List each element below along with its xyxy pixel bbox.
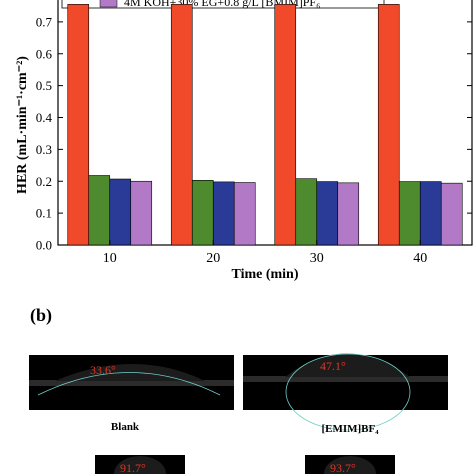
x-tick-label: 40 — [413, 251, 427, 266]
photo-third: 91.7° — [95, 455, 185, 474]
bar-10-s3 — [130, 180, 153, 246]
bar-40-s1 — [398, 181, 421, 246]
bar-40-s3 — [440, 182, 463, 246]
bar-40-s2 — [419, 181, 442, 246]
bar-30-s0 — [274, 4, 297, 246]
panel-b-label: (b) — [30, 305, 52, 326]
x-axis: 10 20 30 40 — [103, 240, 427, 266]
bar-10-s0 — [67, 4, 90, 246]
legend: 4M KOH+30% EG+0.8 g/L [BMIM]PF₆ — [61, 0, 385, 9]
x-axis-title: Time (min) — [231, 267, 298, 282]
y-tick-label: 0.2 — [36, 174, 52, 189]
y-tick-label: 0.4 — [36, 110, 53, 125]
legend-swatch — [99, 0, 118, 8]
y-tick-label: 0.7 — [36, 14, 53, 29]
bar-10-s2 — [109, 178, 132, 246]
contact-angle-label: 91.7° — [120, 461, 146, 474]
contact-angle-label: 47.1° — [320, 359, 346, 373]
x-tick-label: 10 — [103, 251, 117, 266]
legend-box — [61, 0, 385, 9]
legend-label: 4M KOH+30% EG+0.8 g/L [BMIM]PF₆ — [124, 0, 320, 9]
y-tick-label: 0.6 — [36, 46, 53, 61]
bar-30-s2 — [316, 181, 339, 246]
bars — [67, 4, 463, 246]
y-axis: 0.0 0.1 0.2 0.3 0.4 0.5 0.6 0.7 — [36, 14, 472, 253]
bar-20-s2 — [212, 181, 235, 246]
y-tick-label: 0.1 — [36, 206, 52, 221]
bar-20-s3 — [233, 182, 256, 246]
bar-20-s1 — [191, 179, 214, 246]
photo-fourth: 93.7° — [305, 455, 395, 474]
surface — [29, 380, 234, 386]
droplet — [324, 456, 376, 474]
y-tick-label: 0.0 — [36, 238, 52, 253]
fit-circle — [285, 353, 411, 431]
y-axis-title: HER (mL·min⁻¹·cm⁻²) — [15, 56, 30, 194]
fit-curve — [37, 372, 221, 396]
y-tick-label: 0.5 — [36, 78, 52, 93]
contact-angle-label: 33.6° — [90, 363, 116, 377]
bar-20-s0 — [170, 4, 193, 246]
bar-10-s1 — [88, 175, 111, 246]
contact-angle-label: 93.7° — [330, 461, 356, 474]
y-tick-label: 0.3 — [36, 142, 52, 157]
x-tick-label: 30 — [310, 251, 324, 266]
photo-label-blank: Blank — [111, 421, 140, 433]
droplet — [114, 456, 166, 474]
surface — [243, 376, 448, 382]
photo-emim: 47.1° — [243, 353, 448, 431]
bar-40-s0 — [377, 4, 400, 246]
bar-30-s1 — [295, 178, 318, 246]
x-tick-label: 20 — [206, 251, 220, 266]
photo-blank: 33.6° — [29, 355, 234, 410]
photo-label-emim: [EMIM]BF₄ — [321, 423, 379, 435]
bar-30-s3 — [337, 182, 360, 246]
